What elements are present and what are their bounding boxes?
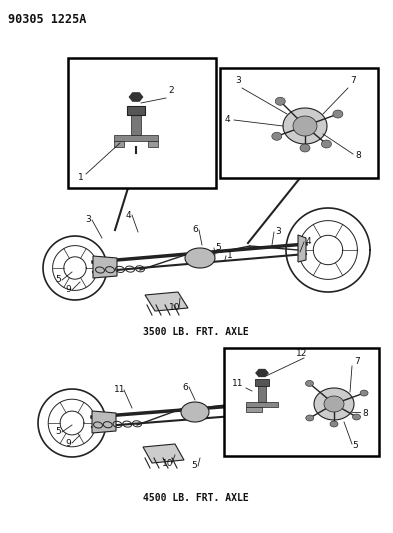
Polygon shape — [300, 144, 310, 152]
Text: 3: 3 — [85, 215, 91, 224]
Text: 6: 6 — [192, 225, 198, 235]
Polygon shape — [314, 388, 354, 420]
Text: 90305 1225A: 90305 1225A — [8, 13, 86, 26]
Polygon shape — [360, 390, 368, 396]
Polygon shape — [143, 444, 184, 463]
Bar — [68, 58, 216, 188]
Text: 8: 8 — [362, 409, 368, 418]
Bar — [224, 348, 379, 456]
Text: 7: 7 — [350, 76, 356, 85]
Text: 4: 4 — [305, 238, 311, 246]
Polygon shape — [92, 411, 116, 433]
Text: 9: 9 — [65, 439, 71, 448]
Polygon shape — [293, 116, 317, 136]
Text: 5: 5 — [215, 244, 221, 253]
Polygon shape — [275, 97, 285, 105]
Bar — [220, 68, 378, 178]
Text: 3: 3 — [235, 76, 241, 85]
Text: 1: 1 — [78, 173, 84, 182]
Text: 9: 9 — [65, 286, 71, 295]
Text: 3: 3 — [275, 228, 281, 237]
Polygon shape — [114, 135, 158, 141]
Polygon shape — [93, 256, 117, 278]
Polygon shape — [298, 235, 306, 262]
Polygon shape — [258, 386, 266, 402]
Text: 5: 5 — [352, 441, 358, 450]
Polygon shape — [324, 396, 344, 412]
Polygon shape — [272, 132, 282, 140]
Polygon shape — [283, 108, 327, 144]
Polygon shape — [127, 106, 145, 115]
Text: 4: 4 — [225, 115, 231, 124]
Polygon shape — [321, 140, 331, 148]
Polygon shape — [330, 421, 338, 427]
Text: 11: 11 — [232, 379, 244, 388]
Text: 4500 LB. FRT. AXLE: 4500 LB. FRT. AXLE — [143, 493, 249, 503]
Text: 4: 4 — [125, 211, 131, 220]
Polygon shape — [129, 93, 143, 101]
Text: 7: 7 — [354, 357, 360, 366]
Text: 5: 5 — [55, 427, 61, 437]
Polygon shape — [114, 141, 124, 147]
Polygon shape — [255, 379, 269, 386]
Text: 8: 8 — [355, 151, 361, 160]
Polygon shape — [256, 369, 268, 376]
Text: 12: 12 — [296, 349, 307, 358]
Text: 1: 1 — [227, 252, 233, 261]
Text: 6: 6 — [182, 383, 188, 392]
Polygon shape — [185, 248, 215, 268]
Polygon shape — [131, 115, 141, 135]
Polygon shape — [353, 414, 360, 420]
Text: 2: 2 — [168, 86, 174, 95]
Text: 11: 11 — [114, 385, 126, 394]
Polygon shape — [305, 381, 314, 386]
Text: 5: 5 — [191, 462, 197, 471]
Polygon shape — [246, 402, 278, 407]
Polygon shape — [292, 393, 300, 419]
Text: 3500 LB. FRT. AXLE: 3500 LB. FRT. AXLE — [143, 327, 249, 337]
Polygon shape — [181, 402, 209, 422]
Polygon shape — [246, 407, 262, 412]
Polygon shape — [333, 110, 343, 118]
Text: 5: 5 — [55, 276, 61, 285]
Polygon shape — [306, 415, 314, 421]
Text: 10: 10 — [169, 303, 181, 312]
Polygon shape — [145, 292, 188, 311]
Polygon shape — [148, 141, 158, 147]
Text: 10: 10 — [162, 458, 174, 467]
